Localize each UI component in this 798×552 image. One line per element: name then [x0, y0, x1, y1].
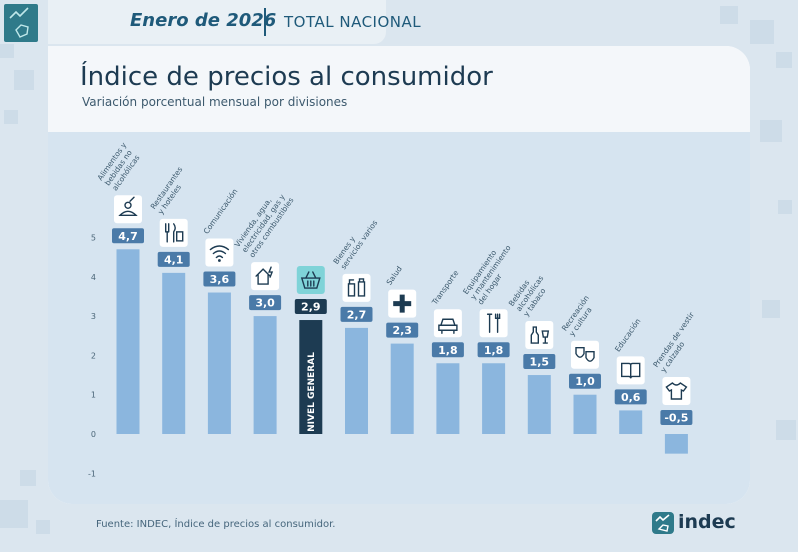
value-label-box — [249, 295, 282, 311]
value-label: 0,6 — [621, 391, 641, 404]
masks-icon — [571, 340, 599, 369]
value-label: 2,7 — [347, 308, 367, 321]
value-label: 4,7 — [118, 230, 138, 243]
y-tick-label: 2 — [91, 351, 96, 360]
value-label-box — [569, 373, 601, 389]
value-label: 3,6 — [210, 273, 230, 286]
y-tick-label: -1 — [88, 469, 96, 478]
value-label-box — [660, 410, 693, 425]
bar — [116, 249, 140, 434]
value-label: 2,3 — [392, 324, 412, 337]
brand-name: indec — [678, 511, 736, 533]
bottles-icon — [342, 273, 371, 302]
category-label: Educación — [613, 317, 643, 354]
basket-icon — [296, 266, 325, 295]
house-icon — [251, 262, 280, 291]
bar — [664, 434, 688, 454]
header-banner: Enero de 2026 TOTAL NACIONAL — [48, 0, 421, 44]
bar — [482, 363, 506, 434]
bar — [299, 320, 323, 434]
indec-brand: indec — [652, 511, 742, 536]
restaurant-icon — [159, 218, 188, 247]
bar — [162, 272, 186, 434]
nivel-general-label: NIVEL GENERAL — [307, 352, 317, 432]
cross-icon — [388, 289, 417, 318]
value-label-box — [523, 354, 556, 370]
category-label: Alimentos ybebidas noalcohólicas — [96, 140, 144, 192]
category-label: Bienes yservicios varios — [331, 213, 379, 271]
bar — [253, 316, 277, 434]
category-label: Recreacióny cultura — [560, 293, 599, 337]
value-label: 1,5 — [530, 356, 550, 369]
value-label-box — [157, 251, 190, 267]
category-label: Comunicación — [202, 187, 240, 236]
value-label: 1,8 — [484, 344, 504, 357]
value-label: 2,9 — [301, 301, 321, 314]
bar — [345, 327, 368, 434]
category-label: Salud — [384, 264, 404, 287]
category-label: Prendas de vestiry calzado — [651, 310, 704, 374]
category-label: Transporte — [430, 268, 461, 307]
chart-title: Índice de precios al consumidor — [80, 62, 493, 92]
y-tick-label: 5 — [91, 234, 96, 243]
scope-label: TOTAL NACIONAL — [284, 13, 422, 31]
card-title-area — [48, 46, 750, 132]
category-label: Vivienda, agua,electricidad, gas yotros … — [233, 185, 296, 259]
car-icon — [433, 309, 462, 338]
indec-corner-logo — [4, 4, 38, 42]
chart-subtitle: Variación porcentual mensual por divisio… — [82, 95, 348, 109]
value-label: 1,8 — [438, 344, 458, 357]
value-label-box — [203, 271, 236, 287]
y-tick-label: 0 — [91, 430, 96, 439]
value-label-box — [614, 389, 647, 405]
bar — [573, 394, 597, 434]
wifi-icon — [205, 238, 234, 267]
source-note: Fuente: INDEC, Índice de precios al cons… — [96, 519, 336, 530]
value-label-box — [477, 342, 510, 358]
value-label-box — [112, 228, 144, 244]
book-icon — [616, 356, 645, 385]
tools-icon — [479, 309, 508, 338]
value-label-box — [340, 306, 373, 322]
shirt-icon — [662, 377, 691, 405]
y-tick-label: 1 — [91, 391, 96, 400]
value-label: 4,1 — [164, 253, 184, 266]
category-label: Bebidasalcohólicasy tabaco — [507, 269, 553, 319]
y-tick-label: 4 — [91, 273, 96, 282]
bar — [207, 292, 231, 434]
bar — [390, 343, 414, 434]
bar — [619, 410, 643, 434]
value-label: 1,0 — [575, 375, 595, 388]
value-label: 3,0 — [255, 297, 275, 310]
indec-logo-icon — [652, 512, 674, 534]
value-label-box — [386, 322, 419, 338]
y-tick-label: 3 — [91, 312, 96, 321]
food-icon — [114, 195, 142, 224]
value-label-box — [294, 299, 327, 315]
period-label: Enero de 2026 — [130, 10, 277, 31]
bar — [527, 375, 551, 434]
header-divider — [264, 8, 266, 36]
category-label: Restaurantesy hoteles — [149, 165, 192, 216]
bottle-glass-icon — [525, 321, 554, 350]
bar — [436, 363, 460, 434]
value-label: -0,5 — [664, 412, 688, 425]
value-label-box — [431, 342, 464, 358]
